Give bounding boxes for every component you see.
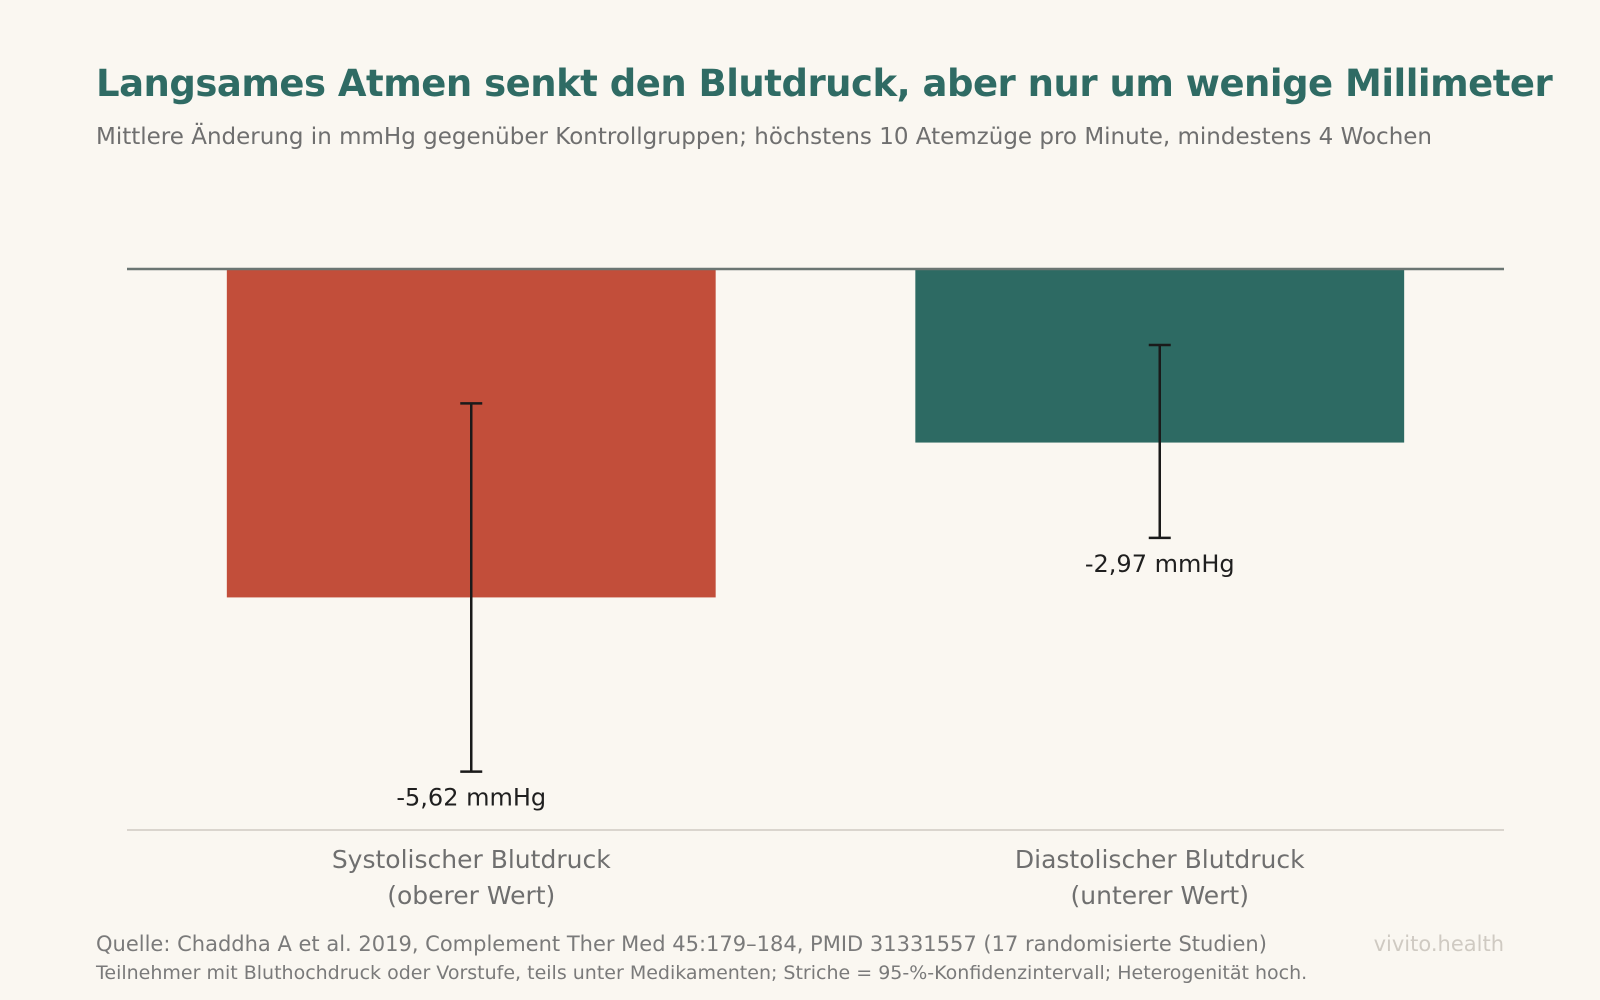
- brand-watermark: vivito.health: [1373, 932, 1504, 956]
- method-note: Teilnehmer mit Bluthochdruck oder Vorstu…: [96, 962, 1308, 984]
- source-note: Quelle: Chaddha A et al. 2019, Complemen…: [96, 932, 1267, 956]
- category-label-2-1: Diastolischer Blutdruck: [1015, 845, 1305, 874]
- chart-title: Langsames Atmen senkt den Blutdruck, abe…: [96, 62, 1553, 105]
- category-label-2-2: (unterer Wert): [1071, 881, 1249, 910]
- chart-subtitle: Mittlere Änderung in mmHg gegenüber Kont…: [96, 124, 1432, 150]
- category-label-1-2: (oberer Wert): [387, 881, 555, 910]
- data-label-1: -5,62 mmHg: [396, 784, 546, 812]
- data-label-2: -2,97 mmHg: [1085, 550, 1235, 578]
- category-label-1-1: Systolischer Blutdruck: [332, 845, 611, 874]
